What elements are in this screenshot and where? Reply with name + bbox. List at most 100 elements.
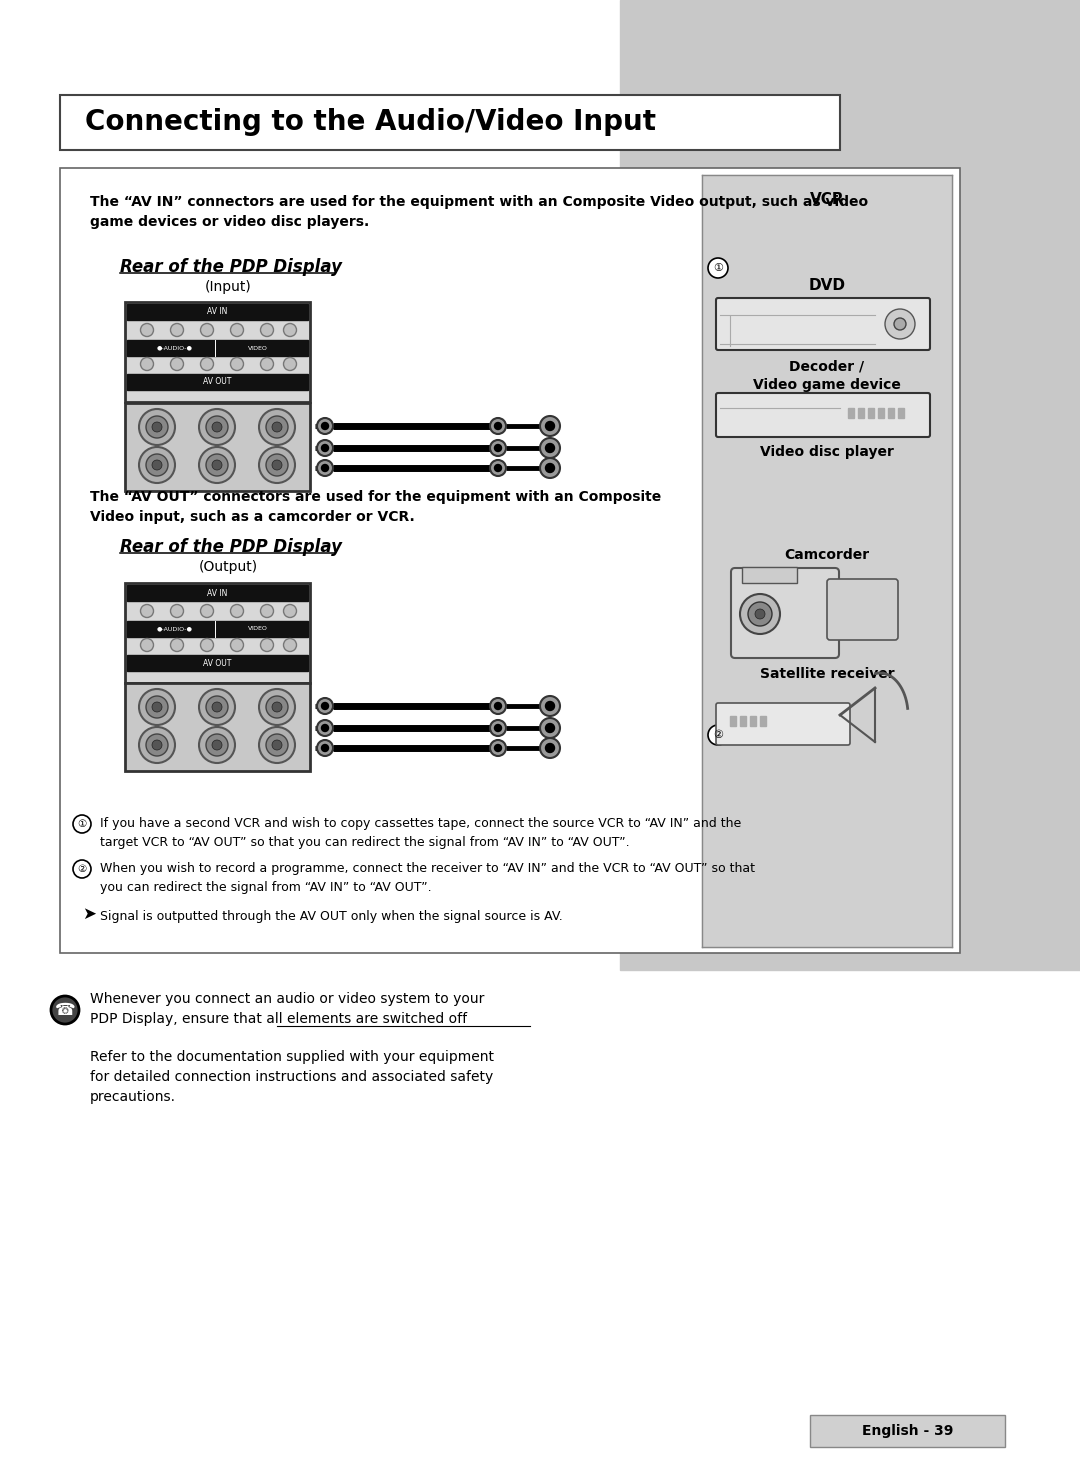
- FancyBboxPatch shape: [827, 579, 897, 639]
- Text: AV IN: AV IN: [207, 308, 228, 317]
- Text: Connecting to the Audio/Video Input: Connecting to the Audio/Video Input: [85, 108, 656, 136]
- Text: ①: ①: [713, 264, 723, 273]
- Circle shape: [545, 744, 554, 753]
- Circle shape: [140, 604, 153, 617]
- Circle shape: [206, 697, 228, 717]
- Circle shape: [152, 703, 162, 711]
- Circle shape: [545, 701, 554, 710]
- Circle shape: [212, 460, 222, 470]
- Bar: [127, 340, 308, 356]
- Circle shape: [230, 638, 243, 651]
- Circle shape: [260, 358, 273, 371]
- Text: (Output): (Output): [199, 560, 257, 574]
- Text: Video disc player: Video disc player: [760, 445, 894, 460]
- Circle shape: [230, 358, 243, 371]
- Circle shape: [283, 638, 297, 651]
- Bar: [897, 408, 904, 418]
- Text: Decoder /
Video game device: Decoder / Video game device: [753, 359, 901, 392]
- Circle shape: [283, 604, 297, 617]
- Text: AV OUT: AV OUT: [203, 377, 232, 386]
- Circle shape: [495, 725, 501, 732]
- Circle shape: [272, 460, 282, 470]
- Bar: [127, 622, 308, 636]
- Circle shape: [266, 415, 288, 437]
- Text: AV IN: AV IN: [207, 589, 228, 598]
- Text: you can redirect the signal from “AV IN” to “AV OUT”.: you can redirect the signal from “AV IN”…: [100, 881, 432, 894]
- Circle shape: [260, 324, 273, 336]
- Circle shape: [740, 594, 780, 633]
- Circle shape: [139, 446, 175, 483]
- Circle shape: [322, 703, 328, 710]
- Text: Satellite receiver: Satellite receiver: [759, 667, 894, 681]
- FancyBboxPatch shape: [731, 569, 839, 658]
- Circle shape: [545, 464, 554, 473]
- Circle shape: [272, 739, 282, 750]
- Circle shape: [259, 728, 295, 763]
- Circle shape: [318, 698, 333, 714]
- Text: When you wish to record a programme, connect the receiver to “AV IN” and the VCR: When you wish to record a programme, con…: [100, 862, 755, 875]
- Circle shape: [73, 860, 91, 878]
- Bar: [878, 408, 885, 418]
- Circle shape: [51, 996, 79, 1024]
- Text: PDP Display, ensure that all elements are switched off: PDP Display, ensure that all elements ar…: [90, 1012, 468, 1027]
- Circle shape: [490, 698, 507, 714]
- Text: precautions.: precautions.: [90, 1090, 176, 1103]
- Bar: [848, 408, 854, 418]
- Circle shape: [540, 717, 561, 738]
- Circle shape: [201, 358, 214, 371]
- Circle shape: [283, 358, 297, 371]
- Circle shape: [283, 324, 297, 336]
- Circle shape: [201, 604, 214, 617]
- Circle shape: [140, 638, 153, 651]
- Text: English - 39: English - 39: [862, 1424, 954, 1438]
- Circle shape: [146, 415, 168, 437]
- Circle shape: [322, 725, 328, 732]
- Text: If you have a second VCR and wish to copy cassettes tape, connect the source VCR: If you have a second VCR and wish to cop…: [100, 818, 741, 829]
- Text: target VCR to “AV OUT” so that you can redirect the signal from “AV IN” to “AV O: target VCR to “AV OUT” so that you can r…: [100, 837, 630, 848]
- Circle shape: [199, 689, 235, 725]
- Circle shape: [146, 454, 168, 476]
- Circle shape: [490, 720, 507, 736]
- Text: ①: ①: [78, 819, 86, 829]
- Circle shape: [212, 739, 222, 750]
- Circle shape: [206, 454, 228, 476]
- Circle shape: [322, 744, 328, 751]
- Circle shape: [259, 446, 295, 483]
- Circle shape: [490, 440, 507, 457]
- Circle shape: [545, 723, 554, 732]
- Text: Signal is outputted through the AV OUT only when the signal source is AV.: Signal is outputted through the AV OUT o…: [100, 910, 563, 924]
- Circle shape: [201, 638, 214, 651]
- Circle shape: [495, 703, 501, 710]
- Circle shape: [259, 689, 295, 725]
- Circle shape: [146, 734, 168, 756]
- Bar: [620, 0, 1080, 971]
- FancyBboxPatch shape: [125, 683, 310, 770]
- Circle shape: [495, 744, 501, 751]
- Bar: [702, 175, 951, 947]
- Bar: [760, 716, 766, 726]
- Circle shape: [490, 460, 507, 476]
- Circle shape: [495, 464, 501, 471]
- FancyBboxPatch shape: [716, 298, 930, 351]
- Bar: [868, 408, 874, 418]
- Bar: [888, 408, 894, 418]
- Text: (Input): (Input): [204, 280, 252, 295]
- Circle shape: [139, 728, 175, 763]
- Text: The “AV OUT” connectors are used for the equipment with an Composite: The “AV OUT” connectors are used for the…: [90, 491, 661, 504]
- FancyBboxPatch shape: [125, 583, 310, 683]
- Circle shape: [171, 358, 184, 371]
- Circle shape: [140, 324, 153, 336]
- Circle shape: [318, 418, 333, 435]
- Circle shape: [171, 324, 184, 336]
- Circle shape: [545, 443, 554, 452]
- Circle shape: [322, 423, 328, 430]
- Circle shape: [266, 734, 288, 756]
- Circle shape: [230, 604, 243, 617]
- FancyBboxPatch shape: [125, 302, 310, 402]
- Circle shape: [708, 725, 728, 745]
- Bar: [750, 716, 756, 726]
- Text: for detailed connection instructions and associated safety: for detailed connection instructions and…: [90, 1069, 494, 1084]
- Circle shape: [266, 454, 288, 476]
- Circle shape: [540, 437, 561, 458]
- Text: VIDEO: VIDEO: [248, 346, 268, 351]
